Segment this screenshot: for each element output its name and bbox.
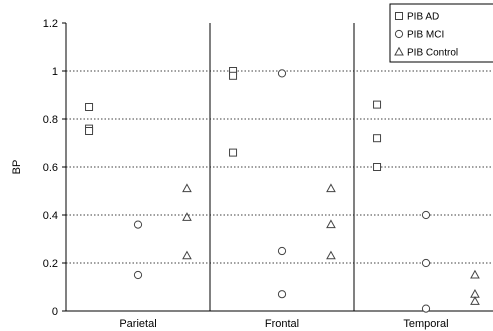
point-triangle-7 xyxy=(470,288,480,298)
point-square-7 xyxy=(373,134,382,143)
y-tick-label-2: 0.4 xyxy=(43,210,58,222)
legend-label-1: PIB MCI xyxy=(407,30,444,41)
point-circle-0 xyxy=(133,220,143,229)
point-square-8 xyxy=(373,163,382,171)
point-circle-5 xyxy=(421,210,431,220)
point-triangle-3 xyxy=(326,183,336,193)
y-axis-title: BP xyxy=(11,160,23,175)
legend-marker-square xyxy=(395,12,403,20)
point-triangle-1 xyxy=(182,212,192,221)
point-triangle-2 xyxy=(182,250,192,260)
point-triangle-4 xyxy=(326,219,336,229)
gridlines xyxy=(66,70,493,264)
legend-label-2: PIB Control xyxy=(407,48,458,59)
legend-marker-circle xyxy=(394,29,404,39)
point-square-6 xyxy=(373,100,382,109)
x-category-label-0: Parietal xyxy=(119,318,156,330)
point-square-0 xyxy=(85,103,94,111)
legend-marker-triangle xyxy=(394,46,404,56)
point-triangle-5 xyxy=(326,250,336,260)
y-tick-label-3: 0.6 xyxy=(43,162,58,174)
legend-box xyxy=(389,3,493,63)
point-circle-4 xyxy=(277,290,287,299)
data-points xyxy=(85,67,480,313)
y-tick-label-1: 0.2 xyxy=(43,258,58,270)
point-square-5 xyxy=(229,148,238,157)
y-axis-ticks: 0 0.2 0.4 0.6 0.8 1 1.2 xyxy=(43,18,66,318)
legend-label-0: PIB AD xyxy=(407,12,439,23)
x-category-label-2: Temporal xyxy=(403,318,448,330)
point-square-2 xyxy=(85,127,94,135)
point-triangle-8 xyxy=(470,296,480,305)
point-circle-6 xyxy=(421,258,431,268)
point-triangle-0 xyxy=(182,183,192,193)
y-tick-label-0: 0 xyxy=(52,306,58,318)
point-circle-2 xyxy=(277,69,287,78)
point-circle-7 xyxy=(421,304,431,313)
point-circle-1 xyxy=(133,270,143,280)
point-square-4 xyxy=(229,71,238,80)
y-tick-label-6: 1.2 xyxy=(43,18,58,30)
y-tick-label-5: 1 xyxy=(52,66,58,78)
x-category-label-1: Frontal xyxy=(265,318,299,330)
x-axis-category-labels: Parietal Frontal Temporal xyxy=(119,318,448,330)
y-tick-label-4: 0.8 xyxy=(43,114,58,126)
point-circle-3 xyxy=(277,246,287,256)
legend: PIB AD PIB MCI PIB Control xyxy=(389,3,493,63)
point-triangle-6 xyxy=(470,269,480,279)
